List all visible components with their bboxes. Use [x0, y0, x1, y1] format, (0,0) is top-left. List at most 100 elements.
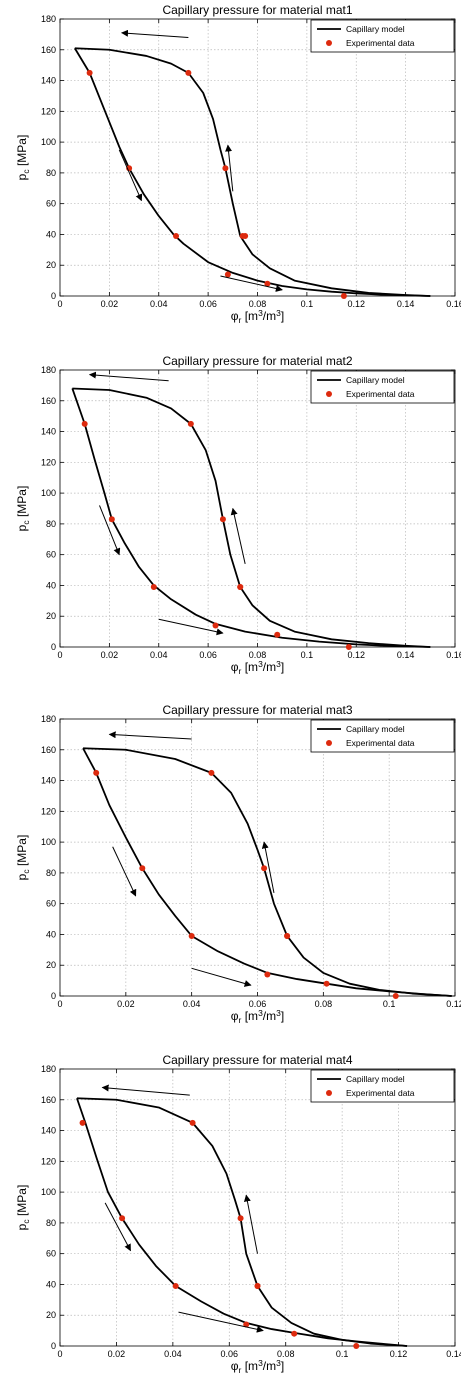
x-tick-label: 0 [57, 999, 62, 1009]
data-point [264, 971, 271, 978]
model-curve-wetting [72, 387, 431, 648]
legend-label-experimental: Experimental data [346, 1088, 415, 1098]
y-tick-label: 180 [41, 14, 56, 24]
chart-title: Capillary pressure for material mat2 [162, 354, 352, 368]
x-tick-label: 0.1 [336, 1349, 349, 1359]
direction-arrow [230, 507, 246, 565]
direction-arrow [158, 618, 224, 636]
y-axis-label: pc [MPa] [15, 835, 31, 881]
direction-arrow [118, 149, 143, 202]
model-curve-drying [71, 388, 431, 648]
data-point [86, 69, 93, 76]
legend-label-model: Capillary model [346, 1074, 405, 1084]
data-point [93, 769, 100, 776]
x-tick-label: 0.14 [397, 650, 415, 660]
x-tick-label: 0.16 [446, 299, 461, 309]
data-point [237, 1215, 244, 1222]
data-point [340, 293, 347, 299]
x-tick-label: 0.08 [249, 650, 267, 660]
legend-box [310, 19, 455, 53]
y-tick-label: 140 [41, 1126, 56, 1136]
legend-label-model: Capillary model [346, 24, 405, 34]
y-tick-label: 60 [46, 199, 56, 209]
chart-title: Capillary pressure for material mat4 [162, 1053, 352, 1067]
x-tick-label: 0.02 [101, 650, 119, 660]
x-tick-label: 0.04 [164, 1349, 182, 1359]
data-point [172, 1282, 179, 1289]
direction-arrow [108, 731, 192, 740]
direction-arrow [88, 371, 169, 382]
y-tick-label: 40 [46, 580, 56, 590]
y-tick-label: 60 [46, 550, 56, 560]
model-curve-wetting [74, 47, 431, 297]
x-tick-label: 0.06 [249, 999, 267, 1009]
chart-panel-2: 0 0.02 0.04 0.06 0.08 0.1 0.12 0.14 0.16 0 20 40 60 8… [15, 354, 461, 676]
data-point [254, 1282, 261, 1289]
data-point [188, 932, 195, 939]
data-point [323, 980, 330, 987]
legend-marker-swatch [326, 40, 332, 46]
direction-arrow [243, 1194, 258, 1254]
y-tick-label: 80 [46, 519, 56, 529]
direction-arrow [225, 144, 234, 192]
legend-marker-swatch [326, 1090, 332, 1096]
direction-arrow [261, 841, 275, 893]
y-tick-label: 80 [46, 168, 56, 178]
y-axis-label: pc [MPa] [15, 486, 31, 532]
legend: Capillary model Experimental data [310, 370, 455, 404]
direction-arrow [220, 275, 283, 292]
data-point [185, 69, 192, 76]
x-tick-label: 0.02 [108, 1349, 126, 1359]
y-tick-label: 160 [41, 1095, 56, 1105]
y-tick-label: 120 [41, 1156, 56, 1166]
data-point [208, 769, 215, 776]
data-point [187, 420, 194, 427]
direction-arrow [112, 846, 137, 897]
chart-title: Capillary pressure for material mat3 [162, 703, 352, 717]
y-tick-label: 40 [46, 929, 56, 939]
y-tick-label: 140 [41, 427, 56, 437]
x-tick-label: 0.08 [249, 299, 267, 309]
data-point [173, 232, 180, 239]
y-tick-label: 100 [41, 137, 56, 147]
data-point [224, 271, 231, 278]
data-point [353, 1343, 360, 1349]
y-tick-label: 20 [46, 611, 56, 621]
x-tick-label: 0 [57, 1349, 62, 1359]
chart-title: Capillary pressure for material mat1 [162, 3, 352, 17]
x-axis-label: φr [m3/m3] [231, 1008, 284, 1025]
data-point [392, 993, 399, 999]
y-tick-label: 40 [46, 1279, 56, 1289]
legend-box [310, 370, 455, 404]
y-tick-label: 180 [41, 365, 56, 375]
data-point [345, 644, 352, 650]
y-tick-label: 40 [46, 229, 56, 239]
y-tick-label: 120 [41, 106, 56, 116]
data-point [119, 1215, 126, 1222]
y-tick-label: 120 [41, 457, 56, 467]
x-tick-label: 0.08 [315, 999, 333, 1009]
x-axis-label: φr [m3/m3] [231, 659, 284, 676]
data-point [264, 280, 271, 287]
data-point [242, 232, 249, 239]
direction-arrow [121, 29, 189, 38]
y-tick-label: 60 [46, 899, 56, 909]
model-curve-wetting [83, 747, 452, 997]
legend: Capillary model Experimental data [310, 719, 455, 753]
plot-area [60, 1069, 455, 1346]
direction-arrow [178, 1311, 264, 1333]
y-tick-label: 0 [51, 991, 56, 1001]
y-tick-label: 100 [41, 488, 56, 498]
data-point [243, 1321, 250, 1328]
data-point [284, 932, 291, 939]
direction-arrow [104, 1202, 131, 1252]
y-tick-label: 140 [41, 776, 56, 786]
x-tick-label: 0.12 [347, 299, 365, 309]
y-tick-label: 100 [41, 1187, 56, 1197]
model-curve-drying [82, 747, 452, 997]
y-tick-label: 180 [41, 1064, 56, 1074]
chart-panel-1: 0 0.02 0.04 0.06 0.08 0.1 0.12 0.14 0.16 0 20 40 60 8… [15, 3, 461, 325]
data-point [237, 583, 244, 590]
data-point [189, 1119, 196, 1126]
